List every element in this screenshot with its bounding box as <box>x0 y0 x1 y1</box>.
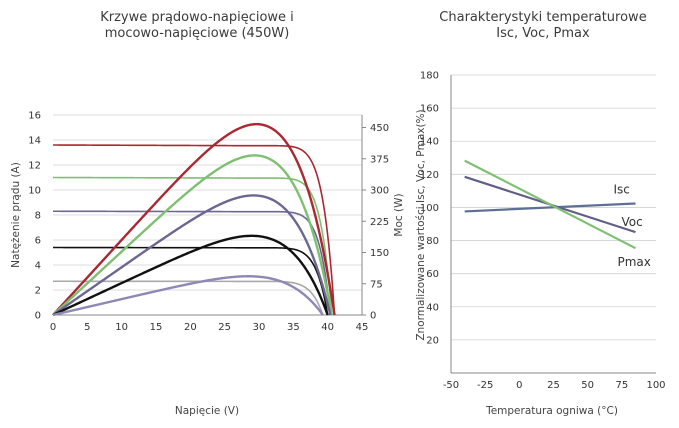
iv-curve <box>53 144 336 316</box>
chart1-title-line: Krzywe prądowo-napięciowe i <box>100 10 294 25</box>
pv-curve <box>52 194 332 316</box>
x-tick-label: 30 <box>253 322 266 333</box>
y2-tick-label: 300 <box>370 186 389 197</box>
x-tick-label: -25 <box>477 380 493 391</box>
y2-tick-label: 375 <box>370 154 389 165</box>
chart2-title-line: Isc, Voc, Pmax <box>496 26 590 41</box>
chart1-title-line: mocowo-napięciowe (450W) <box>105 26 290 41</box>
series-label: Voc <box>622 215 643 229</box>
x-tick-label: 0 <box>50 322 56 333</box>
y-axis-label: Znormalizowane wartości Isc, Voc, Pmax(%… <box>415 109 427 340</box>
x-tick-label: 25 <box>547 380 560 391</box>
y-tick-label: 14 <box>28 136 41 147</box>
series-label: Isc <box>614 182 630 196</box>
iv-pv-chart: Krzywe prądowo-napięciowe imocowo-napięc… <box>10 10 405 417</box>
x-axis-label: Temperatura ogniwa (°C) <box>485 405 618 417</box>
y2-axis-label: Moc (W) <box>393 193 405 236</box>
x-tick-label: -50 <box>443 380 459 391</box>
pv-curve <box>52 275 324 317</box>
y-tick-label: 16 <box>28 111 41 122</box>
x-tick-label: 15 <box>150 322 163 333</box>
y-tick-label: 12 <box>28 161 41 172</box>
y-tick-label: 40 <box>426 302 439 313</box>
y-tick-label: 6 <box>35 236 41 247</box>
x-tick-label: 0 <box>516 380 522 391</box>
series-line <box>464 202 636 213</box>
iv-curve <box>53 246 329 316</box>
y-tick-label: 120 <box>420 170 439 181</box>
x-tick-label: 20 <box>184 322 197 333</box>
y-tick-label: 80 <box>426 236 439 247</box>
x-tick-label: 100 <box>646 380 665 391</box>
x-tick-label: 10 <box>115 322 128 333</box>
y-tick-label: 0 <box>35 311 41 322</box>
x-tick-label: 45 <box>356 322 369 333</box>
y-tick-label: 20 <box>426 335 439 346</box>
iv-curve <box>53 176 333 316</box>
series-line <box>464 159 637 250</box>
y-tick-label: 60 <box>426 269 439 280</box>
x-tick-label: 35 <box>287 322 300 333</box>
y-axis-label: Natężenie prądu (A) <box>10 162 22 268</box>
y-tick-label: 100 <box>420 203 439 214</box>
pv-curve <box>52 234 329 317</box>
chart2-title-line: Charakterystyki temperaturowe <box>439 10 646 25</box>
y-tick-label: 8 <box>35 211 41 222</box>
y2-tick-label: 450 <box>370 123 389 134</box>
x-tick-label: 25 <box>218 322 231 333</box>
pv-curve <box>52 154 333 316</box>
y-tick-label: 10 <box>28 186 41 197</box>
x-tick-label: 75 <box>615 380 628 391</box>
pv-curve <box>52 122 336 316</box>
x-axis-label: Napięcie (V) <box>175 405 239 417</box>
y-tick-label: 140 <box>420 137 439 148</box>
series-label: Pmax <box>618 255 651 269</box>
y2-tick-label: 0 <box>370 311 376 322</box>
y2-tick-label: 75 <box>370 279 383 290</box>
y-tick-label: 160 <box>420 104 439 115</box>
y2-tick-label: 150 <box>370 248 389 259</box>
y-tick-label: 2 <box>35 286 41 297</box>
x-tick-label: 5 <box>84 322 90 333</box>
iv-curve <box>53 210 332 316</box>
x-tick-label: 50 <box>581 380 594 391</box>
x-tick-label: 40 <box>321 322 334 333</box>
y2-tick-label: 225 <box>370 217 389 228</box>
y-tick-label: 180 <box>420 71 439 82</box>
y-tick-label: 4 <box>35 261 41 272</box>
